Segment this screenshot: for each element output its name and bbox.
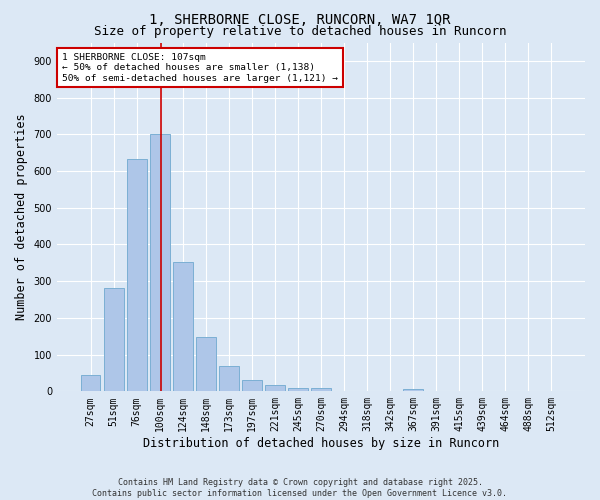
Bar bbox=[265, 386, 284, 392]
Bar bbox=[311, 388, 331, 392]
Bar bbox=[196, 337, 215, 392]
Text: Size of property relative to detached houses in Runcorn: Size of property relative to detached ho… bbox=[94, 25, 506, 38]
Bar bbox=[173, 262, 193, 392]
Bar bbox=[81, 375, 100, 392]
Bar bbox=[288, 388, 308, 392]
X-axis label: Distribution of detached houses by size in Runcorn: Distribution of detached houses by size … bbox=[143, 437, 499, 450]
Text: 1, SHERBORNE CLOSE, RUNCORN, WA7 1QR: 1, SHERBORNE CLOSE, RUNCORN, WA7 1QR bbox=[149, 12, 451, 26]
Bar bbox=[403, 389, 423, 392]
Bar bbox=[104, 288, 124, 392]
Bar bbox=[242, 380, 262, 392]
Bar bbox=[150, 134, 170, 392]
Text: Contains HM Land Registry data © Crown copyright and database right 2025.
Contai: Contains HM Land Registry data © Crown c… bbox=[92, 478, 508, 498]
Text: 1 SHERBORNE CLOSE: 107sqm
← 50% of detached houses are smaller (1,138)
50% of se: 1 SHERBORNE CLOSE: 107sqm ← 50% of detac… bbox=[62, 53, 338, 83]
Y-axis label: Number of detached properties: Number of detached properties bbox=[15, 114, 28, 320]
Bar bbox=[127, 160, 146, 392]
Bar bbox=[219, 366, 239, 392]
